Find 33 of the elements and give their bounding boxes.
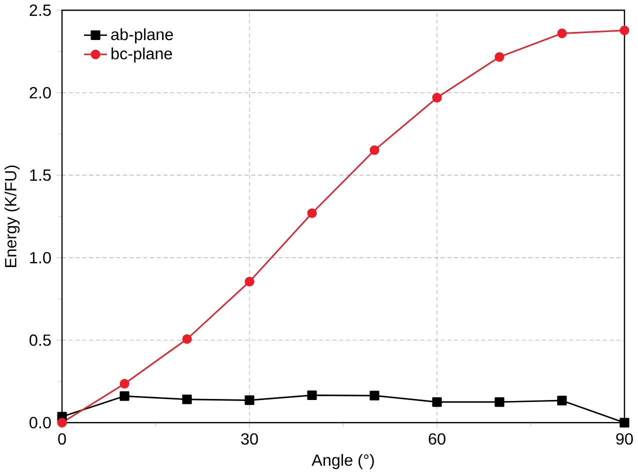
legend-label: bc-plane <box>112 48 172 63</box>
x-tick-label: 90 <box>616 433 633 445</box>
point <box>620 26 630 36</box>
point <box>307 208 317 218</box>
point <box>432 93 442 103</box>
point <box>370 146 380 156</box>
point <box>120 379 130 389</box>
y-tick-label: 2.0 <box>30 87 51 99</box>
legend-label: ab-plane <box>111 28 173 44</box>
y-axis-title: Energy (K/FU) <box>4 166 20 268</box>
y-tick-label: 0.0 <box>30 417 51 429</box>
x-tick-label: 60 <box>428 433 446 445</box>
x-tick-label: 30 <box>241 433 258 445</box>
point <box>244 277 254 287</box>
point <box>494 52 504 62</box>
x-tick-label: 0 <box>58 433 66 445</box>
y-tick-label: 2.5 <box>30 4 51 16</box>
point <box>557 28 567 38</box>
point <box>244 396 254 406</box>
point <box>57 418 67 428</box>
y-tick-label: 1.5 <box>30 170 51 182</box>
point <box>120 391 130 402</box>
y-tick-label: 1.0 <box>30 252 51 264</box>
x-axis-title: Angle (°) <box>312 454 374 470</box>
point <box>432 397 442 408</box>
point <box>370 390 380 401</box>
point <box>182 334 192 344</box>
y-tick-label: 0.5 <box>30 334 51 346</box>
point <box>182 394 192 404</box>
point <box>620 418 630 428</box>
point <box>494 397 504 408</box>
point <box>557 396 567 406</box>
point <box>307 390 317 400</box>
